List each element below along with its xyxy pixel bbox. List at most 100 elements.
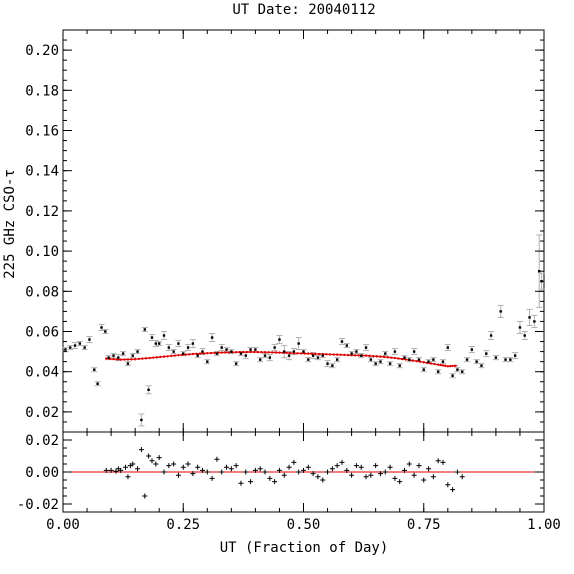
residual-data-point <box>454 469 460 475</box>
residual-data-point <box>387 464 393 470</box>
residual-data-point <box>358 464 364 470</box>
residual-data-point <box>214 456 220 462</box>
fit-curve-point <box>310 352 314 355</box>
tau-y-tick-label: 0.02 <box>25 405 59 421</box>
tau-data-point <box>446 346 449 349</box>
residual-data-point <box>180 464 186 470</box>
residual-data-point <box>445 482 451 488</box>
tau-data-point <box>331 364 334 367</box>
residual-data-point <box>286 464 292 470</box>
residual-data-point <box>118 467 124 473</box>
tau-data-point <box>297 342 300 345</box>
y-axis-title: 225 GHz CSO-τ <box>2 169 18 279</box>
fit-curve-point <box>170 354 173 358</box>
residual-data-point <box>146 453 152 459</box>
tau-data-point <box>186 346 190 349</box>
fit-curve-point <box>249 350 252 354</box>
fit-curve-point <box>271 351 274 354</box>
tau-data-point <box>249 348 252 351</box>
tau-errorbars <box>62 234 545 427</box>
fit-curve-point <box>289 351 292 355</box>
residual-data-point <box>199 467 205 473</box>
residual-data-point <box>411 472 417 478</box>
tau-data-point <box>158 342 161 345</box>
fit-curve-point <box>441 364 445 367</box>
tau-data-point <box>422 368 425 371</box>
residual-data-point <box>382 469 388 475</box>
residual-data-point <box>416 463 422 469</box>
residual-data-point <box>238 480 244 486</box>
fit-curve-point <box>162 355 166 358</box>
tau-y-tick-label: 0.10 <box>25 244 59 260</box>
tau-data-point <box>451 374 454 377</box>
tau-y-tick-label: 0.12 <box>25 204 59 220</box>
residual-data-point <box>149 458 155 464</box>
fit-curve-point <box>188 353 191 356</box>
fit-curve-point <box>332 353 335 356</box>
fit-curve-point <box>415 359 418 363</box>
fit-curve-point <box>400 357 404 361</box>
residual-data-point <box>130 461 136 467</box>
tau-data-point <box>215 352 219 355</box>
fit-curve-point <box>296 352 299 355</box>
residual-data-point <box>171 461 177 467</box>
fit-curve-point <box>130 358 133 361</box>
tau-data-point <box>147 388 150 391</box>
tau-y-tick-label: 0.14 <box>25 164 59 180</box>
tau-data-point <box>441 360 445 363</box>
residual-data-point <box>267 475 273 481</box>
residual-data-point <box>233 463 239 469</box>
residual-data-point <box>315 474 321 480</box>
fit-curve-point <box>444 364 447 368</box>
tau-data-point <box>143 328 146 331</box>
x-tick-label: 0.25 <box>166 517 200 533</box>
tau-data-point <box>360 354 363 357</box>
tau-data-point <box>121 352 125 355</box>
tau-data-point <box>432 358 435 361</box>
fit-curve-point <box>274 351 278 354</box>
fit-curve-point <box>346 353 350 357</box>
tau-data-point <box>335 358 339 361</box>
residual-data-point <box>392 475 398 481</box>
residual-data-point <box>305 464 311 470</box>
tau-data-point <box>533 320 536 323</box>
tau-data-point <box>321 354 324 357</box>
tau-data-point <box>150 336 154 339</box>
fit-curve-point <box>278 351 281 354</box>
tau-y-tick-label: 0.16 <box>25 124 59 140</box>
tau-x-ticks <box>62 30 545 432</box>
tau-data-point <box>316 356 320 359</box>
residual-data-point <box>248 479 254 485</box>
tau-data-point <box>340 340 344 343</box>
tau-data-point <box>191 342 195 345</box>
residual-data-point <box>276 467 282 473</box>
tau-data-point <box>523 334 526 337</box>
residual-data-point <box>125 474 131 480</box>
fit-curve-point <box>357 354 361 357</box>
residual-data-point <box>219 469 225 475</box>
residual-data-point <box>135 466 141 472</box>
residual-data-point <box>281 472 287 478</box>
fit-curve-point <box>343 353 346 357</box>
residual-data-point <box>113 468 119 474</box>
residual-data-point <box>272 479 278 485</box>
fit-curve-point <box>133 358 137 361</box>
fit-curve-point <box>453 364 457 368</box>
fit-curve-point <box>213 351 216 355</box>
fit-curve-point <box>159 355 162 359</box>
tau-data-point <box>408 358 411 361</box>
tau-data-point <box>206 360 209 363</box>
tau-data-point <box>374 362 377 365</box>
tau-data-point <box>201 350 204 353</box>
tau-data-point <box>177 342 180 345</box>
tau-data-point <box>412 350 416 353</box>
residual-data-point <box>373 463 379 469</box>
fit-curve-point <box>166 355 169 358</box>
tau-data-point <box>167 346 171 349</box>
tau-data-point <box>398 364 401 367</box>
fit-curve-point <box>390 356 393 359</box>
fit-curve-point <box>439 363 442 367</box>
tau-panel: 0.02 0.04 0.06 0.08 0.10 0.12 0.14 0.16 0.18 0.20 <box>25 29 545 433</box>
tau-data-point <box>489 334 493 337</box>
chart-title: UT Date: 20040112 <box>232 2 375 18</box>
